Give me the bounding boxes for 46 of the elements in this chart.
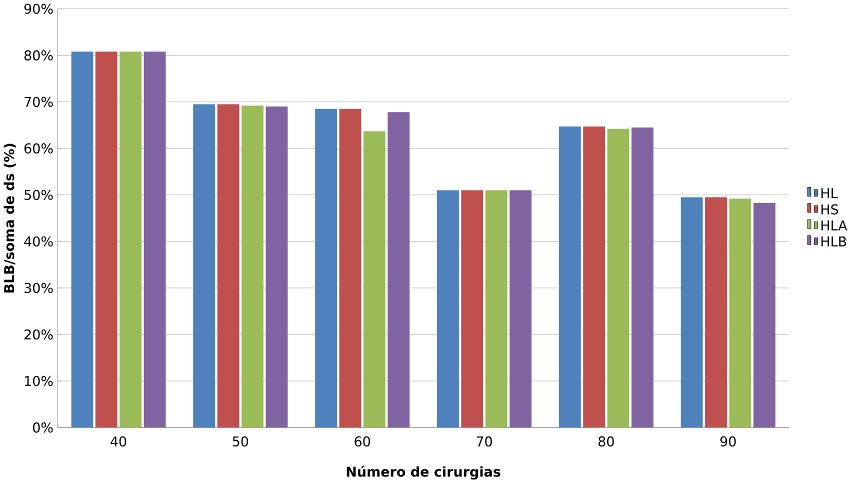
x-tick-label: 80 <box>598 436 614 446</box>
bar <box>680 197 703 428</box>
bar <box>242 105 264 428</box>
bar <box>315 108 338 428</box>
bar <box>71 52 94 428</box>
bar <box>753 202 776 428</box>
bar <box>436 190 459 428</box>
bar <box>632 127 654 428</box>
bar <box>607 128 630 428</box>
bar <box>144 52 166 428</box>
y-tick-label: 60% <box>24 143 53 154</box>
y-tick-label: 10% <box>25 376 53 386</box>
bar <box>363 131 386 428</box>
y-tick-label: 90% <box>24 4 53 14</box>
bar <box>461 190 484 428</box>
y-axis-title: BLB/soma de ds (%) <box>4 144 16 292</box>
x-tick-label: 90 <box>720 436 736 446</box>
bar <box>120 52 142 428</box>
bar <box>217 104 240 428</box>
y-tick-label: 40% <box>24 236 53 246</box>
y-tick-label: 20% <box>24 329 53 340</box>
y-tick-label: 80% <box>24 50 53 60</box>
legend-label: HL <box>821 188 838 198</box>
bar <box>95 52 118 428</box>
x-tick-label: 60 <box>354 436 370 446</box>
bar <box>583 126 606 428</box>
legend-label: HLA <box>821 220 848 230</box>
x-tick-label: 70 <box>476 436 492 446</box>
bar <box>485 190 508 428</box>
bar <box>558 126 581 428</box>
bar <box>388 112 410 428</box>
bar <box>193 104 216 428</box>
bar <box>729 198 752 428</box>
x-tick-label: 40 <box>110 436 126 446</box>
bar <box>705 197 727 428</box>
bar <box>266 106 288 428</box>
bar <box>510 190 532 428</box>
y-tick-label: 70% <box>24 96 53 107</box>
legend-label: HLB <box>821 236 846 246</box>
bar <box>339 108 362 428</box>
y-tick-label: 0% <box>33 422 53 433</box>
y-tick-label: 50% <box>24 190 53 200</box>
legend-label: HS <box>821 204 838 214</box>
x-axis-title: Número de cirurgias <box>346 466 500 480</box>
y-tick-label: 30% <box>24 282 53 293</box>
x-tick-label: 50 <box>232 436 248 446</box>
